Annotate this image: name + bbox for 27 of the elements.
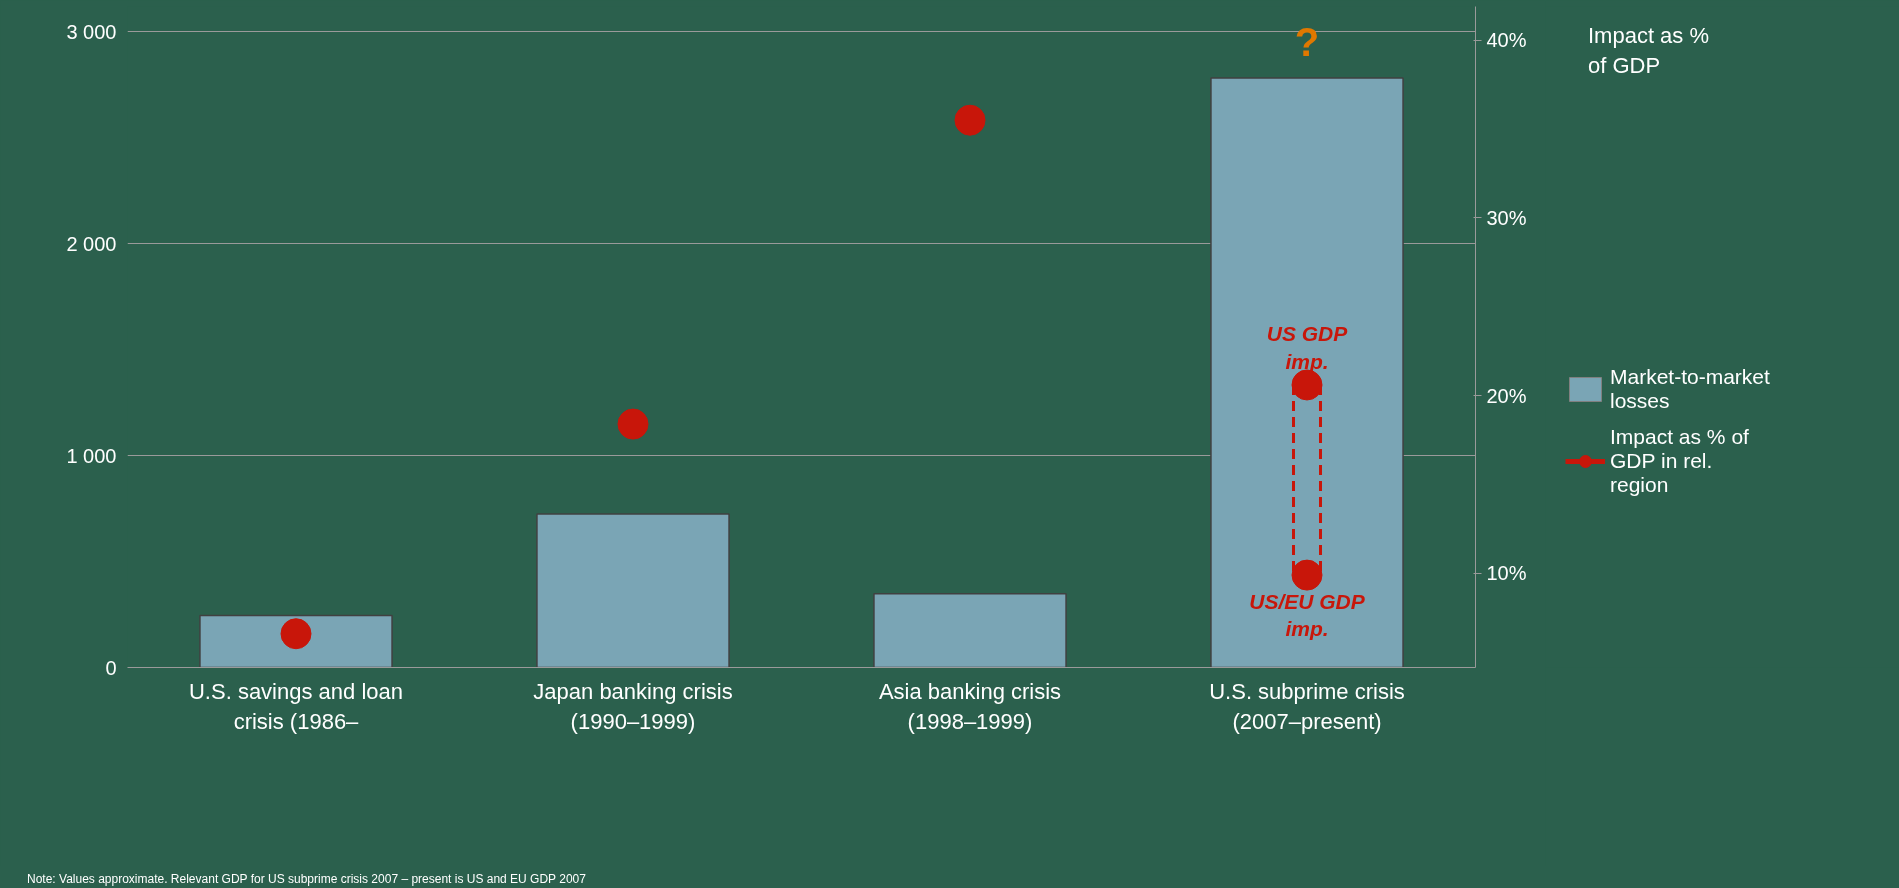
bar: [536, 513, 730, 668]
y-tick-label: 2 000: [66, 232, 117, 255]
point: [617, 408, 649, 440]
x-tick-label: U.S. savings and loan crisis (1986–: [188, 678, 404, 734]
point: [954, 104, 986, 136]
text: Note: Values approximate. Relevant GDP for US subprime crisis 2007 – present is US and EU GDP 2007: [27, 871, 586, 888]
bar: [873, 593, 1067, 668]
y2-tick-label: 40%: [1486, 29, 1527, 52]
annotation: US/EU GDP imp.: [1249, 589, 1366, 641]
annotation: US GDP imp.: [1266, 322, 1349, 373]
x-tick-label: Asia banking crisis (1998–1999): [878, 678, 1062, 734]
y2-tick-label: 10%: [1486, 562, 1527, 585]
y-tick-label: 1 000: [66, 444, 117, 467]
legend-label: Market-to-market losses: [1610, 365, 1770, 413]
y2-tick-label: 30%: [1486, 206, 1527, 229]
bar: [1210, 77, 1404, 668]
y-tick-label: 0: [105, 656, 117, 679]
legend-label: Impact as % of GDP in rel. region: [1610, 425, 1749, 497]
annotation: ?: [1294, 20, 1320, 65]
bar: [199, 614, 393, 668]
y-tick-label: 3 000: [66, 20, 117, 43]
point: [280, 618, 312, 650]
x-tick-label: Japan banking crisis (1990–1999): [533, 678, 733, 734]
y2-axis-title: Impact as % of GDP: [1587, 23, 1710, 79]
y2-tick-label: 20%: [1486, 384, 1527, 407]
point: [1291, 369, 1323, 401]
x-tick-label: U.S. subprime crisis (2007–present): [1209, 678, 1405, 734]
